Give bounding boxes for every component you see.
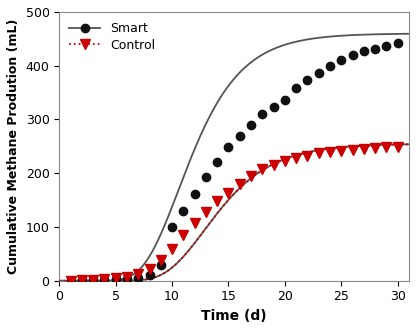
Legend: Smart, Control: Smart, Control [65,18,159,55]
X-axis label: Time (d): Time (d) [201,309,267,323]
Y-axis label: Cumulative Methane Prodution (mL): Cumulative Methane Prodution (mL) [7,19,20,274]
